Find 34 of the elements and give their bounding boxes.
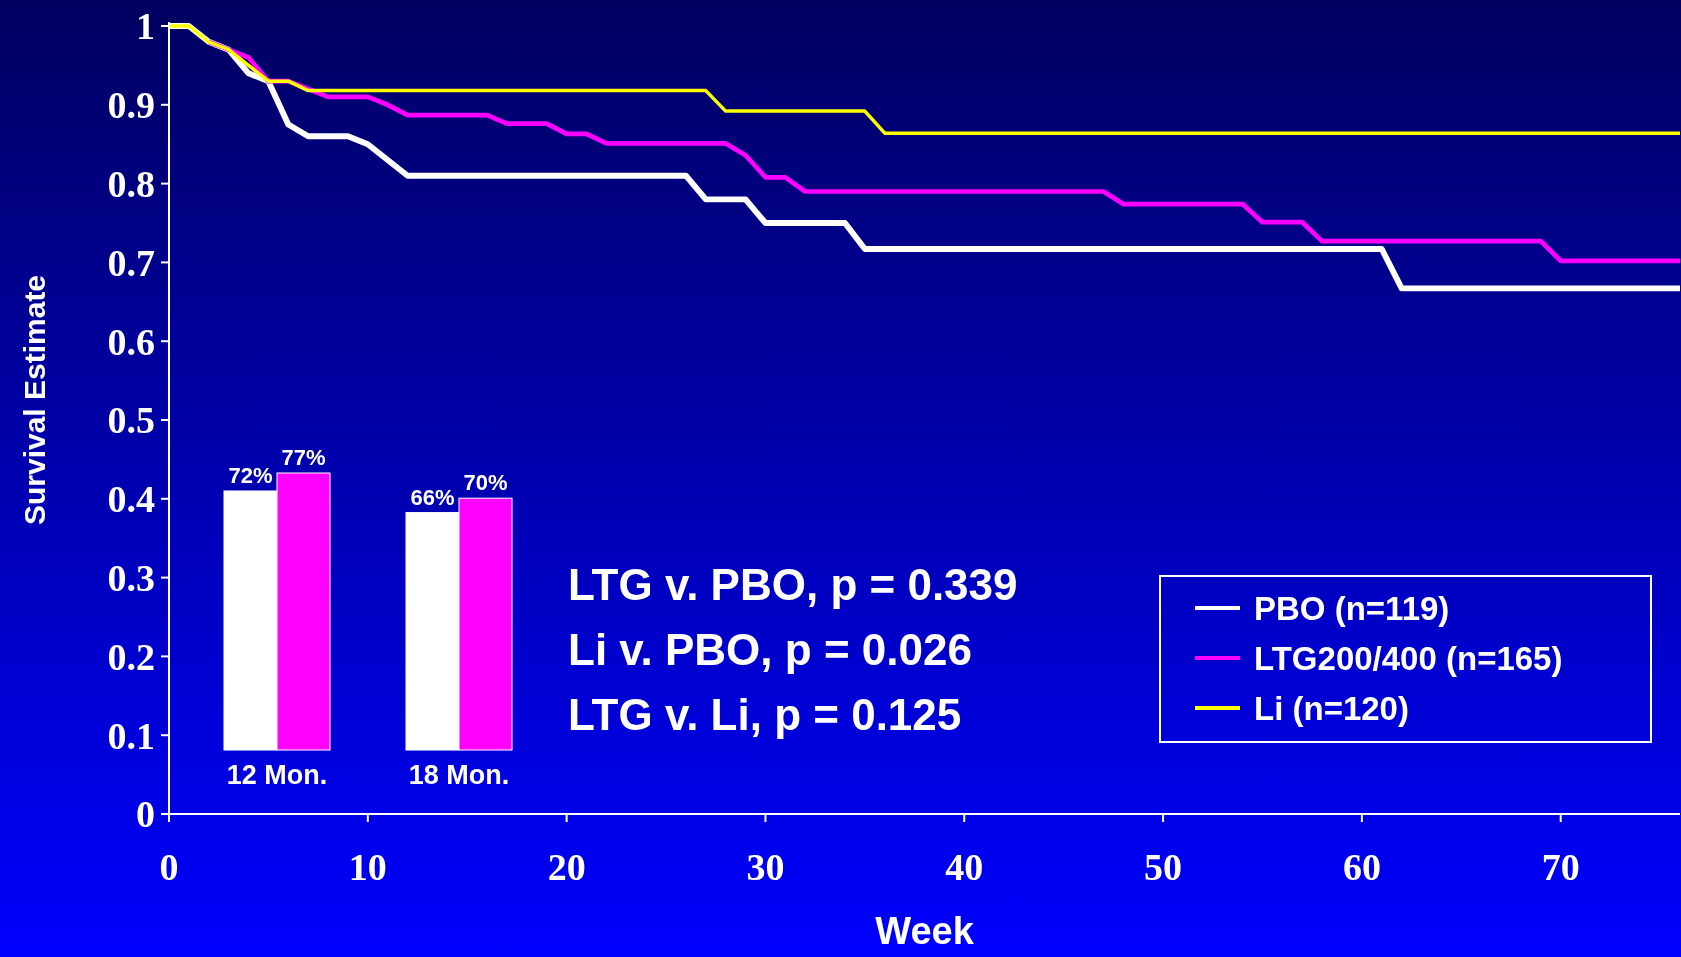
y-tick-label: 0.2	[107, 635, 155, 678]
legend-label: LTG200/400 (n=165)	[1254, 639, 1563, 677]
annotation: LTG v. PBO, p = 0.339	[568, 560, 1018, 609]
annotation: LTG v. Li, p = 0.125	[568, 690, 962, 739]
y-tick-label: 0.7	[107, 241, 155, 284]
legend-label: PBO (n=119)	[1254, 589, 1450, 627]
y-tick-label: 0.5	[107, 399, 155, 442]
x-tick-label: 10	[348, 846, 387, 888]
x-tick-label: 20	[547, 846, 586, 888]
x-tick-label: 50	[1144, 846, 1183, 888]
y-tick-label: 0.8	[107, 162, 155, 205]
legend-label: Li (n=120)	[1254, 689, 1409, 727]
y-tick-label: 0.6	[107, 320, 155, 363]
data-label: 70%	[463, 470, 508, 496]
x-tick-label: 70	[1541, 846, 1580, 888]
data-label: 66%	[410, 484, 455, 510]
x-tick-label: 30	[746, 846, 785, 888]
data-label: 72%	[228, 462, 273, 488]
y-tick-label: 0.1	[107, 714, 155, 757]
x-axis-title: Week	[875, 910, 975, 952]
y-axis-title: Survival Estimate	[18, 274, 51, 526]
x-tick-label: 18 Mon.	[408, 760, 510, 790]
x-tick-label: 60	[1342, 846, 1381, 888]
y-tick-label: 0.9	[107, 84, 155, 127]
data-label: 77%	[281, 445, 326, 470]
y-tick-label: 1	[136, 5, 155, 48]
x-tick-label: 40	[945, 846, 984, 888]
y-tick-label: 0.3	[107, 556, 155, 599]
line-series	[206, 39, 1681, 264]
annotation: Li v. PBO, p = 0.026	[568, 625, 972, 674]
y-tick-label: 0.4	[107, 478, 155, 521]
y-tick-label: 0	[136, 793, 155, 836]
x-tick-label: 12 Mon.	[226, 760, 328, 790]
line-series	[167, 24, 1681, 135]
